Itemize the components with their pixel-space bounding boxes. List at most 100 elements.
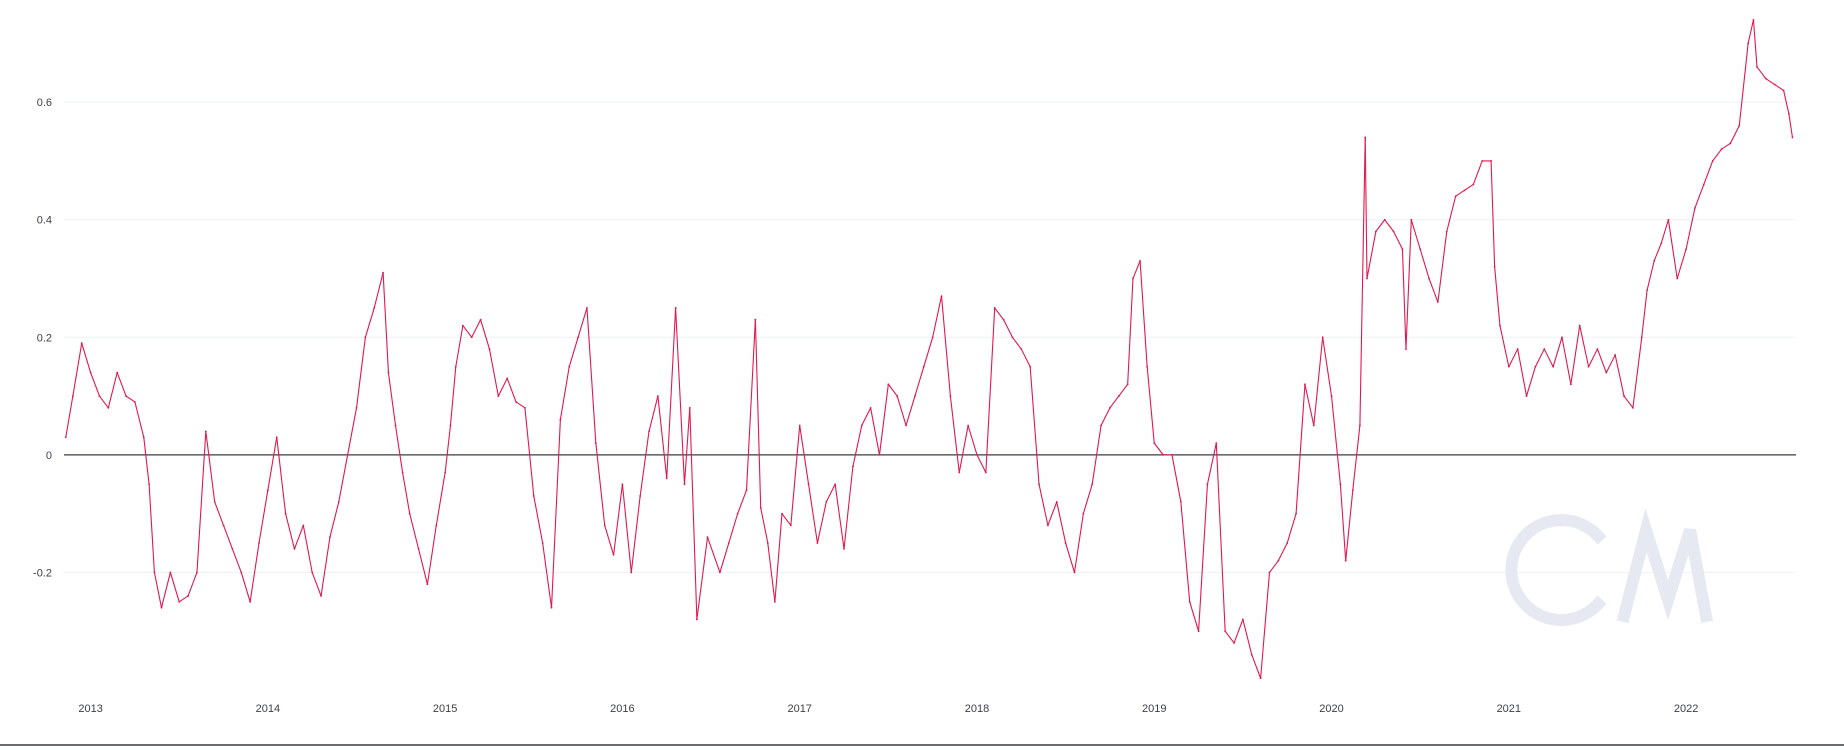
series-segment xyxy=(774,513,783,603)
data-point xyxy=(1073,571,1076,574)
data-point xyxy=(98,395,101,397)
data-point xyxy=(107,406,110,409)
data-point xyxy=(497,395,500,397)
data-point xyxy=(1286,542,1289,544)
coinmetrics-watermark-icon xyxy=(1505,508,1713,626)
series-segment xyxy=(1437,230,1448,303)
data-point xyxy=(1312,424,1315,427)
data-point xyxy=(807,483,810,486)
data-point xyxy=(766,542,769,544)
data-point xyxy=(1428,277,1430,280)
data-point xyxy=(1153,442,1156,445)
series-segment xyxy=(1339,483,1347,562)
series-segment xyxy=(1198,483,1208,632)
series-segment xyxy=(1641,289,1648,338)
data-point xyxy=(153,571,156,574)
data-point xyxy=(630,571,633,574)
data-point xyxy=(1569,383,1572,386)
data-point xyxy=(1756,66,1758,68)
data-point xyxy=(1268,571,1271,574)
data-point xyxy=(1587,365,1590,368)
series-lines xyxy=(64,18,1794,680)
series-segment xyxy=(1359,136,1366,427)
series-segment xyxy=(1525,366,1536,397)
data-point xyxy=(1215,442,1218,445)
series-segment xyxy=(387,372,397,427)
series-segment xyxy=(116,372,127,397)
series-segment xyxy=(1286,513,1297,544)
data-point xyxy=(1392,230,1395,233)
series-segment xyxy=(1146,366,1155,444)
data-point xyxy=(1791,136,1794,139)
data-point xyxy=(1747,42,1750,45)
series-segment xyxy=(586,307,597,444)
series-segment xyxy=(1313,336,1324,427)
series-segment xyxy=(1455,189,1466,197)
series-segment xyxy=(1428,277,1439,303)
data-point xyxy=(1596,348,1599,350)
series-segment xyxy=(1003,319,1013,338)
data-point xyxy=(1640,336,1643,339)
series-segment xyxy=(1419,248,1430,280)
series-segment xyxy=(657,395,668,479)
series-segment xyxy=(480,319,491,350)
data-point xyxy=(346,453,349,456)
series-segment xyxy=(1720,142,1731,150)
data-point xyxy=(394,424,397,427)
series-segment xyxy=(455,324,464,368)
series-segment xyxy=(666,307,677,479)
data-point xyxy=(1139,259,1141,262)
data-point xyxy=(789,524,792,527)
data-point xyxy=(1614,354,1617,356)
data-point xyxy=(781,512,783,515)
data-point xyxy=(1685,248,1687,251)
series-segment xyxy=(222,524,233,550)
series-segment xyxy=(967,424,978,456)
series-segment xyxy=(745,319,756,491)
data-point xyxy=(594,442,597,445)
series-segment xyxy=(488,348,499,397)
data-point xyxy=(603,524,606,527)
data-point xyxy=(887,383,890,386)
y-tick-label: 0.6 xyxy=(37,97,52,109)
series-segment xyxy=(1774,83,1785,91)
data-point xyxy=(293,548,296,550)
series-segment xyxy=(1605,354,1616,374)
data-point xyxy=(1344,559,1347,562)
series-segment xyxy=(1446,195,1457,233)
series-segment xyxy=(958,424,969,474)
data-point xyxy=(834,483,837,486)
series-segment xyxy=(1508,348,1519,368)
series-segment xyxy=(1038,483,1049,526)
series-segment xyxy=(1694,183,1705,209)
data-point xyxy=(931,336,934,339)
series-segment xyxy=(1180,501,1191,603)
data-point xyxy=(1660,242,1663,245)
series-segment xyxy=(1494,266,1501,327)
series-segment xyxy=(1463,183,1474,191)
series-segment xyxy=(65,395,74,438)
series-segment xyxy=(444,424,452,474)
data-point xyxy=(196,571,198,574)
data-point xyxy=(1419,248,1422,251)
data-point xyxy=(825,500,828,503)
series-segment xyxy=(1614,354,1625,397)
data-point xyxy=(1351,489,1354,492)
series-segment xyxy=(153,571,163,609)
data-point xyxy=(134,401,136,403)
data-point xyxy=(1646,289,1648,292)
series-segment xyxy=(1747,19,1755,44)
data-point xyxy=(1472,183,1475,186)
series-segment xyxy=(1561,336,1572,385)
data-point xyxy=(1082,512,1085,515)
series-segment xyxy=(1490,160,1496,268)
data-point xyxy=(1259,677,1262,680)
data-point xyxy=(1364,136,1367,139)
series-segment xyxy=(1352,424,1361,491)
series-segment xyxy=(887,383,898,397)
data-point xyxy=(524,406,526,409)
data-point xyxy=(1100,424,1102,427)
x-tick-label: 2018 xyxy=(965,703,989,715)
data-point xyxy=(532,495,535,497)
series-segment xyxy=(382,272,389,374)
